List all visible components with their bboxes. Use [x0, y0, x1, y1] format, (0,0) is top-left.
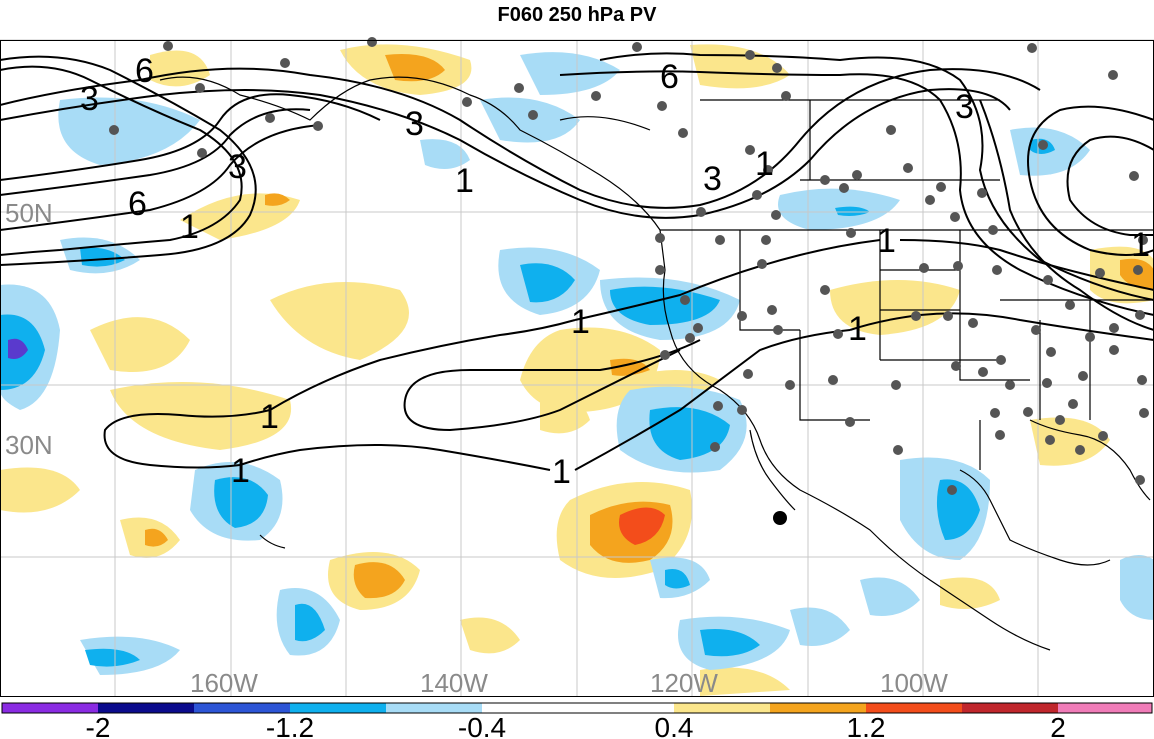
colorbar-label: 1.2	[847, 712, 886, 739]
lon-label-100w: 100W	[880, 668, 948, 698]
colorbar-segment	[674, 703, 770, 713]
lon-label-120w: 120W	[650, 668, 718, 698]
lat-label-50n: 50N	[5, 198, 53, 228]
contour-label: 3	[80, 80, 99, 118]
contour-label: 6	[128, 185, 147, 223]
contour-label: 3	[228, 148, 247, 186]
contour-label: 3	[405, 105, 424, 143]
contour-label: 1	[552, 453, 571, 491]
contour-label: 1	[571, 303, 590, 341]
lon-label-140w: 140W	[420, 668, 488, 698]
colorbar-label: 0.4	[655, 712, 694, 739]
chart-title: F060 250 hPa PV	[497, 4, 657, 26]
colorbar-segment	[866, 703, 962, 713]
station-dots	[109, 37, 1149, 495]
marker-dot	[773, 511, 787, 525]
colorbar-label: -2	[86, 712, 111, 739]
colorbar-segment	[962, 703, 1058, 713]
contour-label: 1	[231, 452, 250, 490]
contour-label: 1	[1131, 226, 1150, 264]
coastlines	[159, 76, 1154, 651]
contour-label: 1	[755, 145, 774, 183]
colorbar-segment	[770, 703, 866, 713]
colorbar: -2 -1.2 -0.4 0.4 1.2 2	[1, 702, 1153, 739]
contour-labels: 6 3 3 6 1 6 3 1 3 1 3 1 1 1 1 1 1 1	[80, 52, 1150, 491]
contour-label: 6	[135, 52, 154, 90]
contour-label: 1	[180, 208, 199, 246]
colorbar-segment	[194, 703, 290, 713]
colorbar-label: 2	[1050, 712, 1066, 739]
contour-label: 1	[877, 222, 896, 260]
colorbar-segment	[2, 703, 98, 713]
contour-label: 3	[703, 160, 722, 198]
colorbar-segment	[482, 703, 578, 713]
colorbar-label: -1.2	[266, 712, 314, 739]
colorbar-label: -0.4	[458, 712, 506, 739]
colorbar-segment	[578, 703, 674, 713]
contour-label: 6	[660, 58, 679, 96]
colorbar-segment	[1058, 703, 1152, 713]
colorbar-segment	[98, 703, 194, 713]
colorbar-segment	[386, 703, 482, 713]
contour-label: 1	[848, 310, 867, 348]
axis-labels: 50N 30N 160W 140W 120W 100W	[5, 198, 948, 698]
colorbar-segment	[290, 703, 386, 713]
contour-label: 1	[455, 162, 474, 200]
lon-label-160w: 160W	[190, 668, 258, 698]
contour-label: 1	[260, 398, 279, 436]
contour-label: 3	[955, 88, 974, 126]
lat-label-30n: 30N	[5, 430, 53, 460]
pv-contours	[0, 52, 1154, 471]
